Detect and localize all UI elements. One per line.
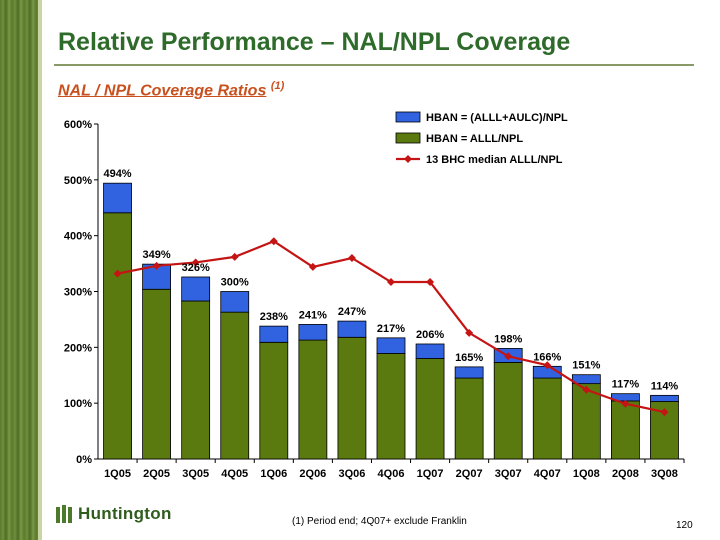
- x-tick-label: 3Q05: [182, 468, 209, 480]
- legend-label-alll-aulc-npl: HBAN = (ALLL+AULC)/NPL: [426, 112, 568, 124]
- x-tick-label: 4Q05: [221, 468, 248, 480]
- bar-alll-npl: [220, 311, 250, 460]
- x-tick-label: 4Q06: [378, 468, 405, 480]
- x-tick-label: 1Q05: [104, 468, 131, 480]
- logo-text: Huntington: [78, 504, 172, 523]
- bar-alll-npl: [532, 377, 562, 460]
- median-point-marker: [152, 261, 161, 270]
- x-tick-label: 1Q08: [573, 468, 600, 480]
- bar-alll-npl: [298, 339, 328, 460]
- bar-alll-aulc-npl: [415, 343, 445, 359]
- data-label: 241%: [299, 309, 327, 321]
- median-point-marker: [113, 269, 122, 278]
- x-tick-label: 3Q07: [495, 468, 522, 480]
- bar-alll-aulc-npl: [571, 374, 601, 385]
- x-tick-label: 2Q08: [612, 468, 639, 480]
- bar-alll-aulc-npl: [103, 182, 132, 214]
- bar-alll-npl: [337, 336, 367, 460]
- title-divider: [54, 64, 694, 66]
- bar-alll-npl: [454, 377, 484, 460]
- x-tick-label: 2Q07: [456, 468, 483, 480]
- x-tick-label: 4Q07: [534, 468, 561, 480]
- data-label: 165%: [455, 352, 483, 364]
- data-label: 151%: [572, 360, 600, 372]
- legend-swatch-median-marker: [404, 155, 412, 163]
- bar-alll-npl: [142, 288, 172, 460]
- x-tick-label: 2Q06: [299, 468, 326, 480]
- median-point-marker: [269, 237, 278, 246]
- chart-subtitle: NAL / NPL Coverage Ratios (1): [58, 80, 284, 100]
- data-label: 166%: [533, 351, 561, 363]
- data-label: 217%: [377, 323, 405, 335]
- x-tick-label: 3Q08: [651, 468, 678, 480]
- data-label: 117%: [612, 379, 640, 391]
- bar-alll-npl: [571, 383, 601, 460]
- chart-subtitle-footnote-marker: (1): [270, 80, 285, 92]
- legend-swatch-alll-npl: [395, 132, 421, 144]
- bar-alll-aulc-npl: [376, 337, 406, 354]
- legend-label-median: 13 BHC median ALLL/NPL: [426, 154, 563, 166]
- page-number: 120: [676, 520, 693, 531]
- bar-alll-npl: [103, 212, 132, 460]
- data-label: 198%: [494, 333, 522, 345]
- page-title: Relative Performance – NAL/NPL Coverage: [58, 28, 571, 56]
- bar-alll-npl: [376, 353, 406, 460]
- median-point-marker: [191, 258, 200, 267]
- chart-subtitle-text: NAL / NPL Coverage Ratios: [58, 82, 267, 100]
- y-tick-label: 300%: [64, 287, 92, 299]
- x-tick-label: 1Q06: [260, 468, 287, 480]
- bar-alll-aulc-npl: [259, 325, 289, 343]
- footnote: (1) Period end; 4Q07+ exclude Franklin: [292, 516, 467, 527]
- median-point-marker: [230, 252, 239, 261]
- bar-alll-aulc-npl: [298, 324, 328, 341]
- median-point-marker: [387, 278, 395, 287]
- bar-alll-aulc-npl: [220, 291, 250, 313]
- bar-alll-aulc-npl: [181, 276, 211, 302]
- data-label: 494%: [103, 168, 131, 180]
- y-tick-label: 0%: [76, 454, 92, 466]
- bar-alll-npl: [493, 362, 523, 460]
- decorative-sidebar-stripe: [38, 0, 42, 540]
- huntington-logo: Huntington: [56, 504, 172, 524]
- median-point-marker: [465, 328, 474, 337]
- bar-alll-aulc-npl: [337, 320, 367, 338]
- data-label: 114%: [651, 380, 679, 392]
- legend-label-alll-npl: HBAN = ALLL/NPL: [426, 133, 523, 145]
- decorative-sidebar: [0, 0, 38, 540]
- bar-alll-npl: [259, 341, 289, 460]
- y-tick-label: 400%: [64, 231, 92, 243]
- median-point-marker: [543, 361, 552, 370]
- logo-mark-icon: [56, 505, 72, 523]
- bar-alll-npl: [181, 300, 211, 460]
- legend-swatch-alll-aulc-npl: [395, 111, 421, 123]
- data-label: 300%: [221, 277, 249, 289]
- median-point-marker: [504, 352, 513, 361]
- y-tick-label: 200%: [64, 342, 92, 354]
- median-point-marker: [426, 278, 435, 287]
- data-label: 238%: [260, 311, 288, 323]
- median-point-marker: [582, 385, 591, 394]
- x-tick-label: 1Q07: [417, 468, 444, 480]
- data-label: 247%: [338, 306, 366, 318]
- y-tick-label: 100%: [64, 398, 92, 410]
- data-label: 206%: [416, 329, 444, 341]
- bar-alll-npl: [611, 400, 640, 460]
- data-label: 349%: [143, 249, 171, 261]
- y-tick-label: 500%: [64, 175, 92, 187]
- bar-alll-aulc-npl: [650, 394, 679, 402]
- bar-alll-aulc-npl: [454, 366, 484, 379]
- median-point-marker: [308, 262, 317, 271]
- median-point-marker: [347, 254, 356, 262]
- y-tick-label: 600%: [64, 119, 92, 131]
- median-point-marker: [660, 408, 669, 417]
- x-tick-label: 3Q06: [338, 468, 365, 480]
- median-point-marker: [621, 399, 630, 408]
- x-tick-label: 2Q05: [143, 468, 170, 480]
- bar-alll-npl: [415, 358, 445, 460]
- data-label: 326%: [182, 262, 210, 274]
